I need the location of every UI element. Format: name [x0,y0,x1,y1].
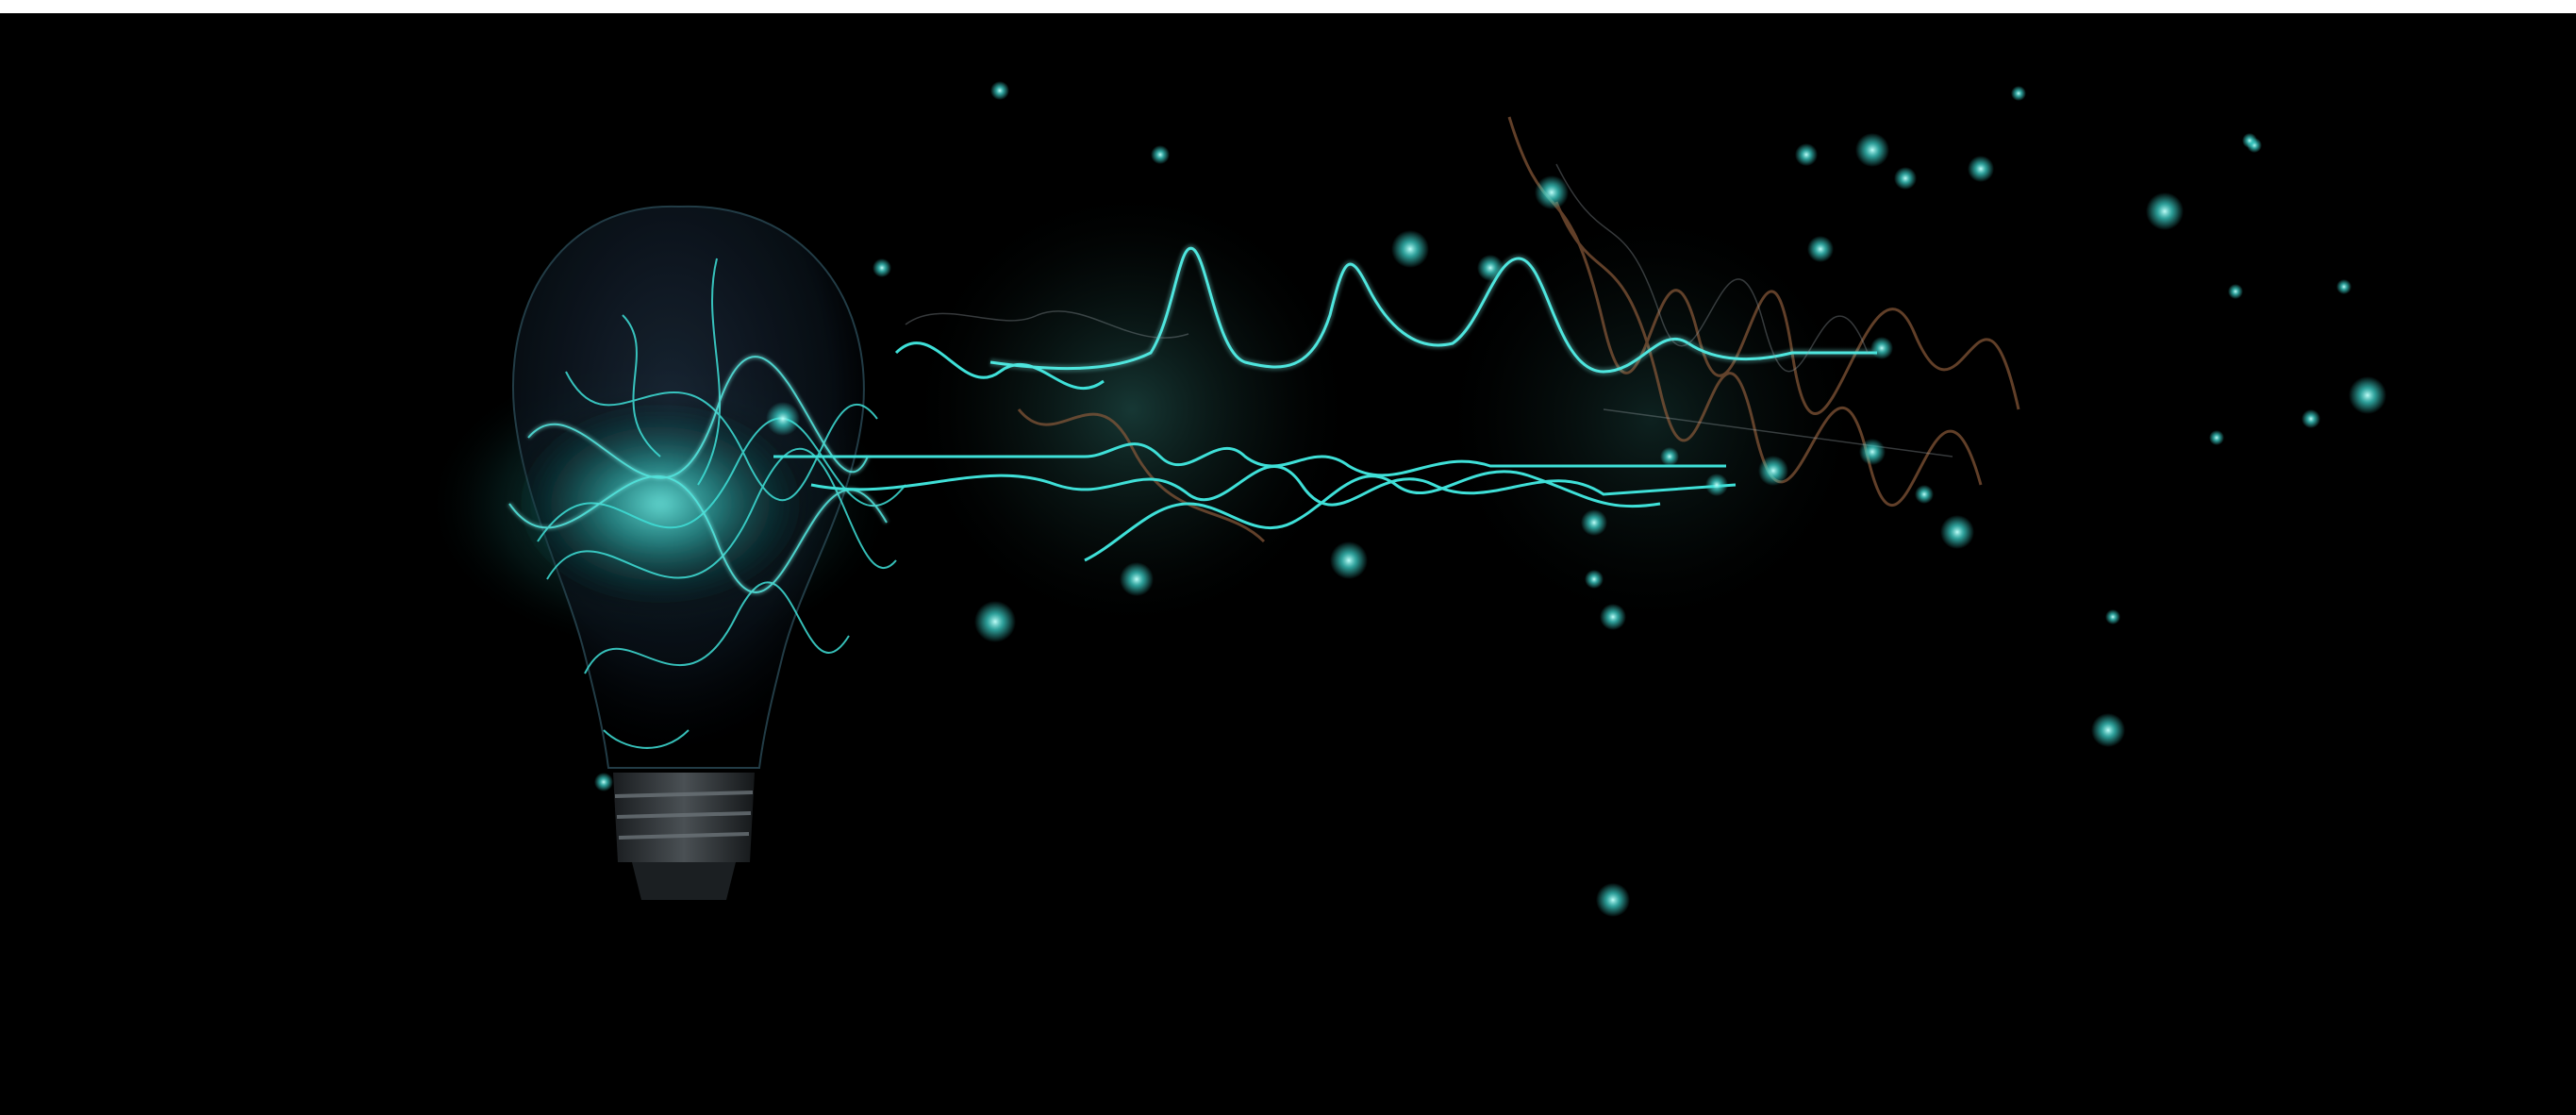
scene-svg [424,81,2386,917]
particle-icon [594,81,2386,917]
waveform-glow [989,244,1877,376]
filament-tangle-glow [507,354,889,595]
artwork-canvas [0,13,2576,1115]
faint-ribbons [905,163,1953,458]
lightbulb-icon [500,205,865,900]
